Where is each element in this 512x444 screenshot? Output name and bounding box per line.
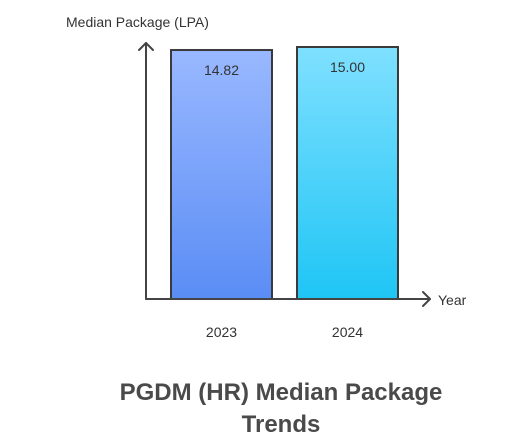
category-label-2024: 2024 [332, 324, 363, 340]
bar-2024 [296, 46, 399, 300]
x-axis-label: Year [438, 292, 467, 308]
bar-2023 [170, 49, 273, 300]
category-label-2023: 2023 [206, 324, 237, 340]
bars-group: 14.82 2023 15.00 2024 [170, 46, 399, 340]
chart-title-line-1: PGDM (HR) Median Package [120, 379, 443, 406]
x-axis-arrow [422, 291, 431, 307]
value-label-2024: 15.00 [330, 59, 365, 75]
y-axis-arrow [138, 42, 154, 51]
y-axis-label: Median Package (LPA) [66, 14, 209, 30]
value-label-2023: 14.82 [204, 62, 239, 78]
chart-title-line-2: Trends [242, 411, 321, 438]
